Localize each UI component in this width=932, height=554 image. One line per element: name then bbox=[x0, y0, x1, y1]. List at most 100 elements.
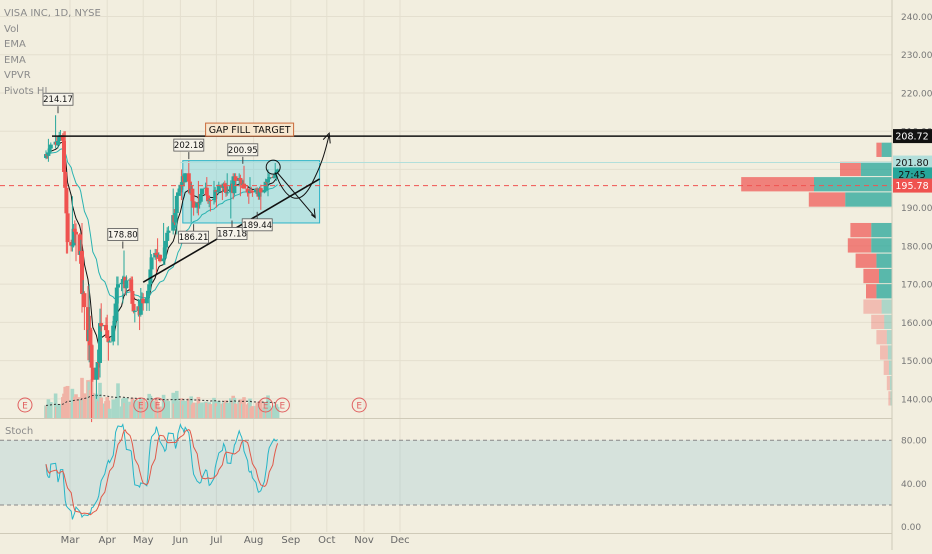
stoch-tick-label: 40.00 bbox=[901, 480, 927, 490]
vpvr-up-bar bbox=[814, 177, 892, 192]
candle-body bbox=[94, 367, 99, 380]
volume-bar bbox=[65, 385, 70, 418]
pivot-label[interactable]: 202.18 bbox=[173, 138, 205, 160]
earnings-marker-ring bbox=[150, 397, 166, 413]
indicator-ema-slow[interactable]: EMA bbox=[4, 54, 26, 66]
candle-body bbox=[171, 215, 176, 231]
candle-body bbox=[104, 325, 108, 331]
candle-body bbox=[238, 177, 243, 181]
indicator-vpvr[interactable]: VPVR bbox=[4, 70, 31, 81]
earnings-marker[interactable]: E bbox=[351, 397, 367, 413]
candle bbox=[82, 291, 87, 331]
earnings-marker[interactable]: E bbox=[274, 397, 290, 413]
vpvr-up-bar bbox=[884, 314, 892, 330]
pivot-box bbox=[178, 230, 210, 244]
candle-body bbox=[198, 193, 203, 202]
vpvr-up-bar bbox=[860, 161, 892, 177]
candle bbox=[129, 276, 134, 293]
candle-body bbox=[47, 148, 52, 153]
vpvr-up-bar bbox=[876, 253, 892, 268]
pivot-label[interactable]: 200.95 bbox=[227, 143, 259, 164]
candle-body bbox=[82, 293, 87, 308]
pivot-label[interactable]: 178.80 bbox=[107, 228, 139, 249]
candle-body bbox=[65, 213, 70, 243]
candle bbox=[165, 227, 170, 244]
candle-body bbox=[178, 184, 183, 193]
vpvr-down-bar bbox=[866, 284, 877, 299]
candle bbox=[198, 192, 203, 205]
candle-body bbox=[258, 188, 263, 193]
stoch-band bbox=[0, 440, 892, 505]
candle bbox=[190, 185, 195, 203]
earnings-marker-label: E bbox=[22, 402, 28, 412]
candle bbox=[130, 276, 135, 306]
candle-body bbox=[57, 135, 62, 141]
earnings-marker[interactable]: E bbox=[150, 397, 166, 413]
candle-body bbox=[262, 190, 267, 193]
candle-body bbox=[164, 240, 168, 248]
candle-body bbox=[225, 192, 230, 194]
indicator-ema-fast[interactable]: EMA bbox=[4, 39, 26, 50]
candle bbox=[80, 222, 84, 313]
candle-body bbox=[74, 231, 78, 235]
earnings-marker[interactable]: E bbox=[133, 397, 149, 413]
candle-body bbox=[242, 183, 246, 189]
candle bbox=[242, 165, 246, 189]
candle-body bbox=[124, 280, 129, 289]
volume-bar bbox=[191, 402, 196, 418]
earnings-marker[interactable]: E bbox=[17, 397, 33, 413]
pivot-label[interactable]: 189.44 bbox=[241, 211, 273, 232]
candle-body bbox=[147, 284, 152, 291]
price-tick-label: 150.00 bbox=[901, 357, 932, 367]
candle-body bbox=[233, 176, 238, 181]
candle-body bbox=[112, 320, 117, 326]
candle-body bbox=[107, 341, 112, 343]
candle bbox=[171, 188, 176, 235]
candle bbox=[149, 254, 154, 277]
candle bbox=[213, 187, 218, 203]
candle-body bbox=[267, 177, 272, 180]
vpvr-up-bar bbox=[876, 284, 892, 299]
price-tick-label: 240.00 bbox=[901, 13, 932, 23]
candle-body bbox=[63, 171, 68, 188]
arrowhead-up bbox=[322, 131, 331, 144]
candle bbox=[114, 276, 119, 306]
earnings-marker-ring bbox=[351, 397, 367, 413]
candle bbox=[65, 195, 70, 254]
volume-bar bbox=[176, 402, 180, 418]
candle bbox=[164, 239, 168, 255]
price-tick-label: 160.00 bbox=[901, 319, 932, 329]
indicator-vol[interactable]: Vol bbox=[4, 23, 19, 35]
candle-body bbox=[255, 188, 260, 190]
pivot-label[interactable]: 186.21 bbox=[178, 224, 210, 244]
candle-body bbox=[95, 361, 100, 368]
candle-body bbox=[86, 307, 90, 342]
volume-bar bbox=[91, 392, 95, 418]
candle-body bbox=[149, 257, 154, 270]
volume-bar bbox=[58, 404, 63, 418]
candle-body bbox=[71, 228, 76, 246]
vpvr-down-bar bbox=[863, 268, 879, 284]
pivot-label[interactable]: 187.18 bbox=[216, 220, 248, 240]
earnings-marker[interactable]: E bbox=[258, 397, 274, 413]
time-tick-label: Aug bbox=[244, 535, 264, 546]
candle bbox=[266, 169, 270, 197]
pivot-text: 189.44 bbox=[242, 221, 272, 231]
candle-body bbox=[62, 140, 66, 172]
time-tick-label: Nov bbox=[354, 535, 374, 546]
indicator-pivots[interactable]: Pivots HL bbox=[4, 85, 51, 97]
candle bbox=[86, 285, 90, 361]
vpvr-up-bar bbox=[887, 345, 892, 360]
candle bbox=[99, 303, 104, 332]
pivot-box bbox=[241, 218, 273, 232]
projection-up-arrow bbox=[274, 134, 330, 199]
candle-body bbox=[195, 202, 200, 208]
volume-bar bbox=[141, 399, 145, 418]
candle-body bbox=[266, 179, 270, 183]
pivot-box bbox=[42, 92, 74, 106]
stoch-label[interactable]: Stoch bbox=[5, 426, 34, 437]
pivot-label[interactable]: 214.17 bbox=[42, 92, 74, 114]
candle bbox=[225, 173, 230, 196]
